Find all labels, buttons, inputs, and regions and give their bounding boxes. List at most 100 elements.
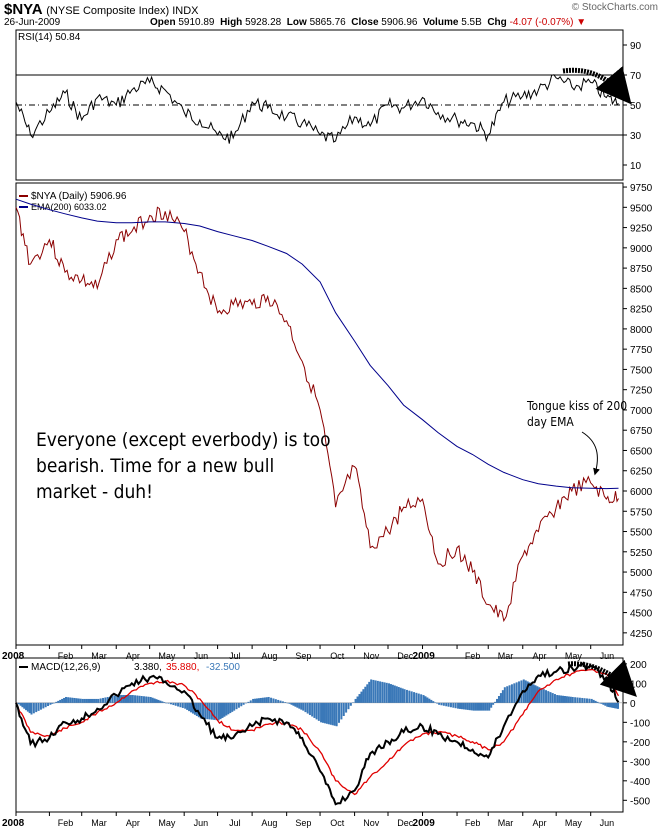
macd-hist-bar [585, 698, 588, 703]
macd-hist-bar [263, 697, 266, 703]
macd-hist-bar [39, 702, 42, 710]
macd-hist-bar [256, 698, 259, 703]
macd-x-xtick-label: Sep [295, 818, 311, 828]
macd-hist-bar [147, 696, 150, 703]
macd-axis-tick-label: -100 [630, 718, 650, 729]
price-axis-tick-label: 4750 [630, 588, 653, 599]
macd-hist-bar [265, 697, 268, 703]
macd-hist-bar [354, 698, 357, 703]
symbol-name: (NYSE Composite Index) INDX [46, 5, 199, 17]
macd-hist-bar [181, 702, 184, 708]
macd-hist-bar [592, 699, 595, 703]
macd-hist-bar [26, 702, 29, 712]
macd-hist-bar [508, 685, 511, 703]
macd-hist-bar [290, 702, 293, 705]
macd-x-xtick-label: Aug [261, 818, 277, 828]
macd-hist-bar [417, 693, 420, 703]
macd-hist-bar [186, 702, 189, 710]
macd-hist-bar [261, 697, 264, 703]
macd-hist-bar [528, 682, 531, 703]
macd-hist-bar [542, 689, 545, 703]
low-value: 5865.76 [309, 17, 346, 28]
macd-x-xtick-label: Mar [498, 818, 514, 828]
macd-hist-bar [254, 698, 257, 703]
macd-hist-bar [252, 698, 255, 703]
macd-hist-bar [153, 698, 156, 703]
macd-hist-bar [376, 680, 379, 703]
macd-axis-tick-label: -300 [630, 757, 650, 768]
macd-hist-bar [612, 702, 615, 708]
macd-hist-bar [165, 702, 168, 704]
macd-hist-bar [274, 699, 277, 703]
macd-hist-bar [140, 696, 143, 703]
macd-hist-bar [476, 702, 479, 711]
macd-hist-bar [308, 702, 311, 716]
macd-hist-bar [188, 702, 191, 712]
annotation-tongue-line2: day EMA [527, 415, 574, 429]
macd-hist-bar [17, 702, 20, 705]
price-x-xtick-label: Mar [498, 651, 514, 661]
open-label: Open [150, 17, 176, 28]
macd-x-xtick-label: May [565, 818, 583, 828]
macd-hist-bar [79, 698, 82, 703]
macd-hist-bar [223, 702, 226, 717]
macd-hist-bar [610, 702, 613, 708]
macd-hist-bar [163, 702, 166, 703]
macd-hist-bar [270, 697, 273, 703]
macd-hist-bar [385, 682, 388, 703]
macd-hist-bar [432, 701, 435, 703]
macd-hist-bar [366, 684, 369, 703]
rsi-axis-tick-label: 70 [630, 71, 642, 82]
macd-hist-bar [345, 702, 348, 713]
macd-hist-bar [436, 702, 439, 704]
macd-hist-bar [237, 702, 240, 708]
price-axis-tick-label: 8500 [630, 284, 653, 295]
macd-hist-bar [219, 702, 222, 720]
price-axis-tick-label: 7250 [630, 386, 653, 397]
macd-hist-bar [615, 702, 618, 709]
macd-hist-bar [315, 702, 318, 720]
macd-hist-bar [28, 702, 31, 714]
price-axis-tick-label: 8250 [630, 305, 653, 316]
price-axis-tick-label: 9000 [630, 244, 653, 255]
macd-hist-bar [69, 697, 72, 703]
macd-hist-bar [191, 702, 194, 714]
macd-hist-bar [440, 702, 443, 706]
price-x-xtick-label: 2008 [2, 651, 25, 662]
macd-x-xtick-label: Jun [194, 818, 209, 828]
annotation-tongue-line1: Tongue kiss of 200 [526, 399, 627, 413]
macd-hist-bar [157, 699, 160, 703]
macd-hist-bar [553, 694, 556, 703]
macd-hist-bar [538, 687, 541, 703]
macd-hist-bar [32, 702, 35, 714]
macd-hist-bar [606, 702, 609, 707]
price-axis-tick-label: 6250 [630, 467, 653, 478]
macd-hist-bar [177, 702, 180, 707]
macd-hist-bar [59, 699, 62, 703]
macd-hist-bar [296, 702, 299, 708]
price-axis-tick-label: 5000 [630, 568, 653, 579]
macd-hist-bar [210, 702, 213, 720]
macd-hist-bar [472, 702, 475, 711]
macd-hist-bar [594, 700, 597, 703]
macd-hist-bar [578, 697, 581, 703]
macd-hist-bar [327, 702, 330, 725]
macd-hist-bar [292, 702, 295, 706]
macd-hist-bar [422, 695, 425, 703]
macd-hist-bar [596, 701, 599, 703]
price-axis-tick-label: 8000 [630, 325, 653, 336]
volume-label: Volume [423, 17, 459, 28]
macd-hist-bar [613, 702, 616, 709]
macd-hist-bar [311, 702, 314, 717]
macd-hist-bar [403, 689, 406, 703]
price-legend: $NYA (Daily) 5906.96 [31, 191, 127, 202]
macd-hist-bar [362, 689, 365, 703]
macd-hist-bar [338, 702, 341, 723]
price-axis-tick-label: 6500 [630, 446, 653, 457]
macd-hist-bar [424, 696, 427, 703]
macd-hist-bar [490, 702, 493, 708]
macd-hist-bar [300, 702, 303, 710]
price-axis-tick-label: 9250 [630, 224, 653, 235]
macd-hist-bar [169, 702, 172, 705]
macd-hist-bar [23, 702, 26, 709]
